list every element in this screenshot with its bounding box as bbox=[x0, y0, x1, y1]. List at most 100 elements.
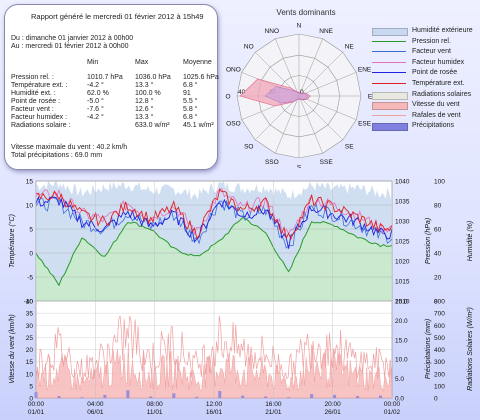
legend-swatch bbox=[372, 91, 408, 100]
precipitation-bar bbox=[103, 394, 107, 398]
wind-tick: 0 bbox=[29, 396, 33, 403]
legend-label: Température ext. bbox=[412, 80, 465, 87]
wind-rose-title: Vents dominants bbox=[276, 8, 336, 17]
legend-item: Précipitations bbox=[372, 122, 476, 132]
radiation-tick: 200 bbox=[434, 371, 445, 378]
rose-direction-label: NNE bbox=[319, 28, 333, 35]
x-tick-time: 16:00 bbox=[265, 401, 282, 408]
precip-tick: 25.0 bbox=[395, 299, 408, 306]
legend-swatch bbox=[372, 102, 408, 111]
rose-direction-label: E bbox=[368, 94, 373, 101]
wind-tick: 30 bbox=[26, 323, 34, 330]
stat-max: 13.3 ° bbox=[135, 82, 154, 89]
stat-min: -4.2 ° bbox=[87, 114, 104, 121]
stat-label: Humidité ext. : bbox=[11, 90, 56, 97]
stat-avg: 6.8 ° bbox=[183, 114, 198, 121]
x-tick-date: 21/01 bbox=[265, 409, 282, 416]
stat-avg: 5.5 ° bbox=[183, 98, 198, 105]
precip-axis-title: Précipitations (mm) bbox=[425, 319, 432, 379]
radiation-tick: 0 bbox=[434, 396, 438, 403]
stat-max: 12.6 ° bbox=[135, 106, 154, 113]
x-tick-date: 06/01 bbox=[87, 409, 104, 416]
stat-min: 62.0 % bbox=[87, 90, 109, 97]
legend-label: Facteur humidex bbox=[412, 58, 465, 66]
radiation-tick: 400 bbox=[434, 347, 445, 354]
precipitation-bar bbox=[126, 390, 130, 398]
x-tick-date: 01/01 bbox=[28, 409, 45, 416]
legend-item: Rafales de vent bbox=[372, 112, 476, 120]
stat-min: -7.6 ° bbox=[87, 106, 104, 113]
legend-label: Humidité extérieure bbox=[412, 27, 473, 34]
rose-direction-label: N bbox=[297, 23, 302, 30]
wind-tick: 25 bbox=[26, 335, 34, 342]
pressure-axis-title: Pression (hPa) bbox=[425, 218, 432, 264]
legend-label: Rafales de vent bbox=[412, 111, 461, 119]
rose-direction-label: S bbox=[297, 165, 302, 169]
stat-avg: 5.8 ° bbox=[183, 106, 198, 113]
report-panel: Rapport généré le mercredi 01 février 20… bbox=[4, 4, 219, 170]
stat-min: 1010.7 hPa bbox=[87, 74, 123, 81]
humidity-tick: 40 bbox=[434, 251, 442, 258]
wind-tick: 10 bbox=[26, 371, 34, 378]
legend-swatch bbox=[372, 40, 406, 42]
x-tick-date: 26/01 bbox=[325, 409, 342, 416]
rose-spoke bbox=[298, 72, 357, 97]
stat-label: Facteur humidex : bbox=[11, 114, 68, 121]
x-tick-time: 20:00 bbox=[325, 401, 342, 408]
stat-label: Radiations solaire : bbox=[11, 122, 71, 129]
rose-spoke bbox=[298, 95, 357, 120]
temperature-tick: -5 bbox=[27, 275, 33, 282]
rose-ring-label: 40 bbox=[238, 89, 246, 96]
radiation-tick: 100 bbox=[434, 383, 445, 390]
precipitation-bar bbox=[80, 397, 84, 398]
precipitation-bar bbox=[172, 393, 176, 398]
rose-spoke bbox=[254, 95, 300, 141]
legend-item: Facteur humidex bbox=[372, 59, 476, 67]
precip-total-text: Total précipitations : 69.0 mm bbox=[11, 152, 103, 159]
pressure-tick: 1025 bbox=[395, 239, 410, 246]
legend-item: Pression rel. bbox=[372, 38, 476, 46]
precipitation-bar bbox=[149, 396, 153, 398]
col-max-header: Max bbox=[135, 59, 149, 66]
stat-min: -5.0 ° bbox=[87, 98, 104, 105]
radiation-tick: 800 bbox=[434, 299, 445, 306]
x-tick-date: 11/01 bbox=[147, 409, 163, 416]
wind-tick: 40 bbox=[26, 299, 34, 306]
precipitation-bar bbox=[287, 397, 291, 398]
legend-item: Radiations solaires bbox=[372, 91, 476, 100]
x-tick-time: 12:00 bbox=[206, 401, 223, 408]
precipitation-bar bbox=[241, 395, 245, 398]
legend-swatch bbox=[372, 83, 406, 84]
rose-direction-label: SE bbox=[345, 144, 354, 151]
precipitation-bar bbox=[57, 396, 61, 398]
pressure-tick: 1010 bbox=[395, 299, 410, 306]
legend-swatch bbox=[372, 72, 406, 74]
temperature-tick: -10 bbox=[24, 299, 34, 306]
legend-item: Point de rosée bbox=[372, 69, 476, 77]
stat-label: Température ext. : bbox=[11, 82, 68, 89]
legend-label: Pression rel. bbox=[412, 37, 451, 45]
stat-avg: 91 bbox=[183, 90, 191, 97]
precip-tick: 10.0 bbox=[395, 357, 408, 364]
precip-tick: 5.0 bbox=[395, 376, 404, 383]
col-avg-header: Moyenne bbox=[183, 59, 212, 66]
stat-label: Pression rel. : bbox=[11, 74, 54, 81]
legend-label: Vitesse du vent bbox=[412, 101, 460, 109]
stat-min: -4.2 ° bbox=[87, 82, 104, 89]
precipitation-bar bbox=[379, 395, 383, 398]
legend-swatch bbox=[372, 28, 408, 36]
x-tick-time: 04:00 bbox=[87, 401, 104, 408]
pressure-tick: 1020 bbox=[395, 259, 410, 266]
rose-spoke bbox=[298, 95, 344, 141]
col-min-header: Min bbox=[87, 59, 99, 66]
radiation-tick: 600 bbox=[434, 323, 445, 330]
pressure-tick: 1040 bbox=[395, 179, 410, 186]
temperature-tick: 15 bbox=[26, 179, 34, 186]
rose-direction-label: NE bbox=[345, 43, 355, 50]
legend-label: Précipitations bbox=[412, 122, 455, 130]
stat-max: 12.8 ° bbox=[135, 98, 154, 105]
rose-direction-label: O bbox=[225, 94, 230, 101]
stat-avg: 6.8 ° bbox=[183, 82, 198, 89]
pressure-tick: 1015 bbox=[395, 279, 410, 286]
